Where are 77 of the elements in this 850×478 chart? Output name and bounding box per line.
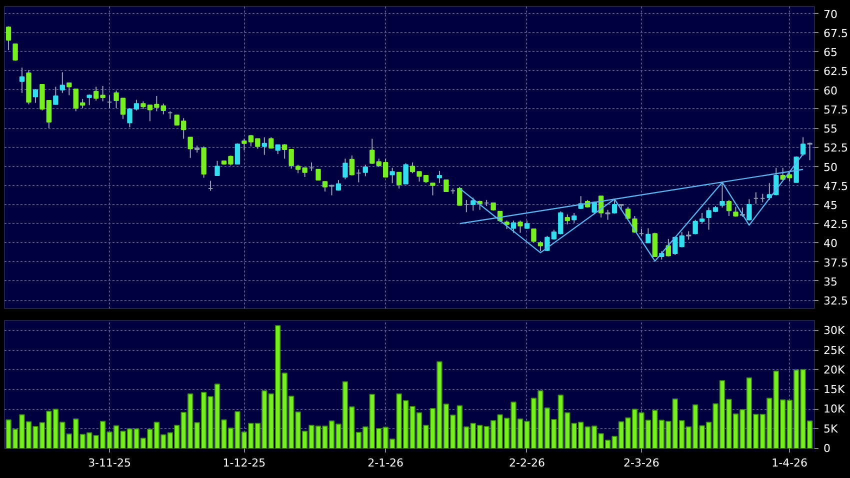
y-tick-label: 37.5 bbox=[824, 256, 848, 270]
candlestick bbox=[362, 164, 368, 177]
candlestick bbox=[370, 138, 375, 164]
candlestick bbox=[572, 212, 577, 224]
candlestick bbox=[646, 228, 651, 244]
candlestick bbox=[316, 168, 321, 181]
y-tick-label: 40 bbox=[824, 237, 838, 250]
x-tick-label: 1-4-26 bbox=[772, 456, 808, 470]
y-tick-label: 42.5 bbox=[824, 218, 848, 232]
candlestick bbox=[518, 220, 523, 234]
candlestick bbox=[672, 236, 678, 256]
y-tick-label: 0 bbox=[824, 442, 830, 455]
y-tick-label: 5K bbox=[824, 422, 838, 436]
y-tick-label: 20K bbox=[824, 363, 846, 376]
candlestick bbox=[564, 214, 570, 225]
x-tick-label: 3-11-25 bbox=[88, 456, 132, 470]
y-tick-label: 35 bbox=[824, 275, 838, 288]
y-tick-label: 57.5 bbox=[824, 103, 848, 116]
candlestick bbox=[457, 186, 462, 206]
candlestick bbox=[612, 199, 618, 214]
y-tick-label: 25K bbox=[824, 344, 846, 357]
candlestick bbox=[6, 26, 12, 51]
candlestick bbox=[430, 182, 436, 196]
y-tick-label: 50 bbox=[824, 160, 838, 174]
candlestick bbox=[444, 180, 449, 192]
candlestick bbox=[679, 232, 684, 248]
candlestick bbox=[234, 142, 240, 164]
candlestick bbox=[390, 167, 395, 184]
candlestick bbox=[510, 220, 516, 234]
y-tick-label: 32.5 bbox=[824, 294, 848, 308]
y-tick-label: 52.5 bbox=[824, 142, 848, 155]
candlestick bbox=[538, 240, 544, 252]
candlestick bbox=[322, 181, 328, 192]
candlestick bbox=[336, 180, 342, 192]
y-tick-label: 47.5 bbox=[824, 180, 848, 193]
x-tick-label: 2-3-26 bbox=[623, 456, 660, 470]
candlestick bbox=[470, 197, 476, 212]
y-tick-label: 55 bbox=[824, 122, 838, 136]
y-tick-label: 10K bbox=[824, 402, 846, 416]
candlestick bbox=[733, 206, 738, 218]
candlestick bbox=[66, 82, 72, 96]
candlestick bbox=[342, 158, 348, 180]
candlestick bbox=[746, 198, 752, 222]
candlestick bbox=[531, 228, 536, 244]
candlestick bbox=[800, 136, 806, 156]
candlestick bbox=[214, 160, 220, 176]
candlestick bbox=[262, 136, 267, 156]
candlestick bbox=[403, 162, 408, 184]
candlestick bbox=[807, 142, 812, 161]
candlestick bbox=[726, 199, 732, 216]
x-tick-label: 2-1-26 bbox=[368, 456, 404, 470]
candlestick bbox=[396, 172, 402, 189]
candlestick bbox=[188, 136, 193, 158]
y-tick-label: 60 bbox=[824, 84, 838, 98]
y-tick-label: 30K bbox=[824, 324, 846, 338]
y-tick-label: 70 bbox=[824, 8, 838, 21]
candlestick bbox=[275, 144, 280, 155]
candlestick bbox=[32, 88, 38, 104]
y-tick-label: 15K bbox=[824, 383, 846, 396]
candlestick bbox=[436, 170, 442, 184]
candlestick bbox=[12, 43, 18, 62]
candlestick bbox=[60, 72, 65, 94]
x-tick-label: 2-2-26 bbox=[509, 456, 545, 470]
candlestick bbox=[605, 209, 610, 220]
candlestick bbox=[632, 215, 638, 234]
candlestick bbox=[720, 182, 725, 208]
y-tick-label: 45 bbox=[824, 199, 838, 212]
y-tick-label: 62.5 bbox=[824, 65, 848, 78]
y-tick-label: 67.5 bbox=[824, 26, 848, 40]
candlestick bbox=[625, 206, 631, 220]
x-tick-label: 1-12-25 bbox=[222, 456, 266, 470]
candlestick bbox=[349, 155, 355, 176]
candlestick bbox=[53, 86, 58, 105]
candlestick bbox=[652, 232, 658, 258]
candlestick bbox=[329, 184, 334, 196]
candlestick bbox=[19, 67, 25, 94]
y-tick-label: 65 bbox=[824, 46, 838, 60]
